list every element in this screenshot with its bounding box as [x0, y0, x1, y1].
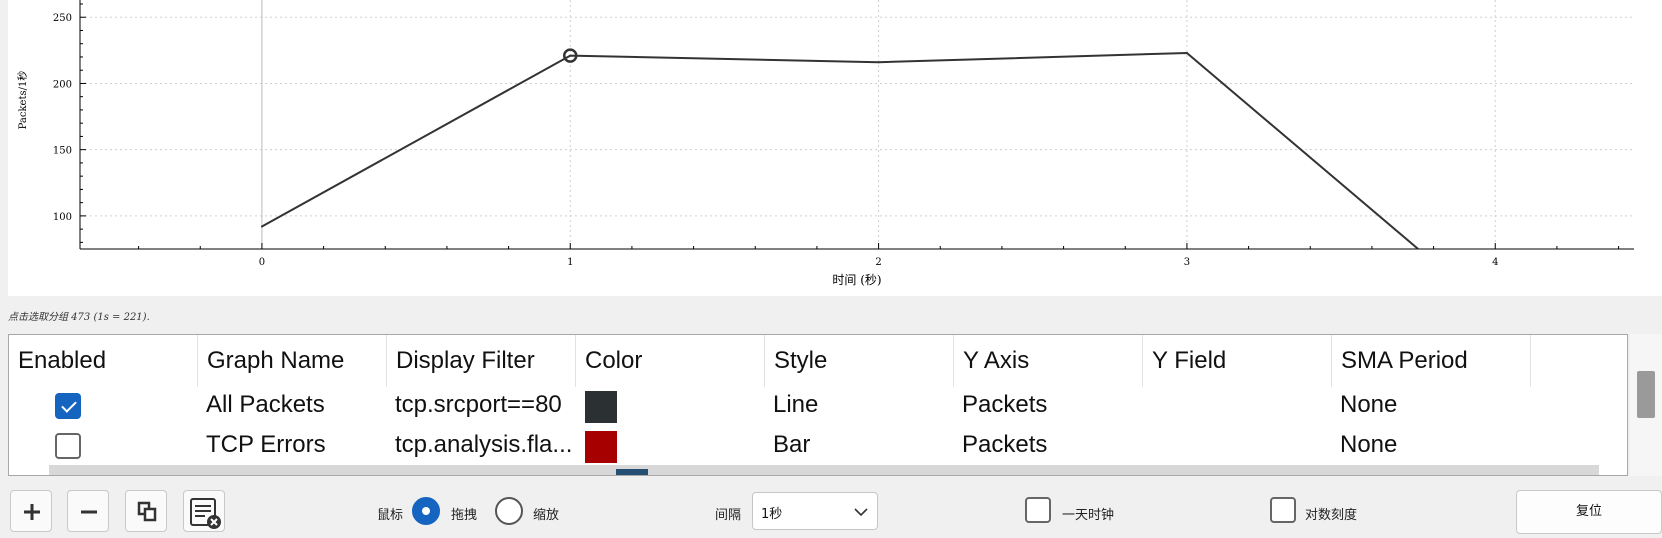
graph-table[interactable]: Enabled Graph Name Display Filter Color …	[8, 334, 1628, 476]
x-tick-label: 2	[875, 257, 881, 268]
log-scale-checkbox[interactable]	[1270, 497, 1296, 523]
interval-select[interactable]: 1秒	[752, 492, 878, 530]
style-cell[interactable]: Bar	[773, 431, 811, 458]
color-swatch[interactable]	[585, 391, 617, 423]
display-filter-cell[interactable]: tcp.analysis.fla...	[395, 431, 573, 458]
x-axis-label: 时间 (秒)	[832, 273, 881, 287]
column-header-y-axis[interactable]: Y Axis	[954, 335, 1143, 387]
data-point	[1185, 51, 1188, 54]
graph-name-cell[interactable]: TCP Errors	[206, 431, 326, 458]
enabled-checkbox[interactable]	[55, 433, 81, 459]
sma-period-cell[interactable]: None	[1340, 431, 1398, 458]
clear-list-icon	[190, 498, 221, 529]
data-point	[1417, 248, 1420, 249]
table-row[interactable]: All Packets tcp.srcport==80 Line Packets…	[9, 385, 1627, 425]
zoom-radio[interactable]	[495, 497, 523, 525]
x-tick-label: 4	[1492, 257, 1498, 268]
y-axis-label: Packets/1秒	[16, 71, 29, 130]
enabled-checkbox[interactable]	[55, 393, 81, 419]
time-of-day-checkbox[interactable]	[1025, 497, 1051, 523]
io-graph-plot[interactable]: 0 1 2 3 4 100 150 200 250 时间 (秒) Packets/1秒	[8, 0, 1662, 296]
y-axis-cell[interactable]: Packets	[962, 391, 1048, 418]
column-header-display-filter[interactable]: Display Filter	[387, 335, 576, 387]
y-tick-label: 100	[53, 212, 72, 223]
sma-period-cell[interactable]: None	[1340, 391, 1398, 418]
data-point	[260, 225, 263, 228]
scrollbar-thumb[interactable]	[1637, 371, 1655, 418]
x-tick-label: 0	[259, 257, 265, 268]
table-row-partial[interactable]	[49, 465, 1599, 475]
column-header-style[interactable]: Style	[765, 335, 954, 387]
style-cell[interactable]: Line	[773, 391, 819, 418]
data-point	[877, 61, 880, 64]
copy-graph-button[interactable]	[125, 490, 167, 532]
series-line	[261, 51, 1419, 249]
clear-graphs-button[interactable]	[183, 490, 225, 532]
status-text: 点击选取分组 473 (1s = 221).	[8, 312, 150, 323]
drag-radio[interactable]	[412, 497, 440, 525]
display-filter-cell[interactable]: tcp.srcport==80	[395, 391, 562, 418]
chevron-down-icon	[854, 508, 868, 517]
copy-icon	[137, 501, 157, 522]
column-header-color[interactable]: Color	[576, 335, 765, 387]
color-swatch[interactable]	[585, 431, 617, 463]
y-axis-cell[interactable]: Packets	[962, 431, 1048, 458]
remove-graph-button[interactable]	[67, 490, 109, 532]
graph-name-cell[interactable]: All Packets	[206, 391, 325, 418]
y-tick-label: 250	[53, 13, 72, 24]
x-tick-label: 1	[567, 257, 573, 268]
color-swatch-partial	[616, 469, 648, 475]
add-graph-button[interactable]	[10, 490, 52, 532]
y-tick-label: 200	[53, 79, 72, 90]
log-scale-label[interactable]: 对数刻度	[1305, 508, 1358, 523]
time-of-day-label[interactable]: 一天时钟	[1062, 508, 1115, 523]
interval-label: 间隔	[715, 508, 742, 523]
zoom-label[interactable]: 缩放	[533, 508, 560, 523]
table-row[interactable]: TCP Errors tcp.analysis.fla... Bar Packe…	[9, 425, 1627, 465]
table-scrollbar[interactable]	[1630, 334, 1662, 476]
selected-point-marker	[563, 48, 578, 63]
data-point	[569, 54, 572, 57]
y-tick-label: 150	[53, 146, 72, 157]
drag-label[interactable]: 拖拽	[451, 508, 478, 523]
column-header-sma-period[interactable]: SMA Period	[1332, 335, 1531, 387]
plus-icon	[24, 504, 40, 520]
plot-panel[interactable]: 0 1 2 3 4 100 150 200 250 时间 (秒) Packets/1秒	[8, 0, 1662, 296]
minus-icon	[81, 510, 97, 514]
table-header: Enabled Graph Name Display Filter Color …	[9, 335, 1627, 387]
column-header-graph-name[interactable]: Graph Name	[198, 335, 387, 387]
x-tick-label: 3	[1184, 257, 1190, 268]
mouse-label: 鼠标	[377, 508, 404, 523]
column-header-enabled[interactable]: Enabled	[9, 335, 198, 387]
column-header-y-field[interactable]: Y Field	[1143, 335, 1332, 387]
reset-button[interactable]: 复位	[1516, 490, 1662, 534]
interval-value: 1秒	[761, 507, 783, 522]
